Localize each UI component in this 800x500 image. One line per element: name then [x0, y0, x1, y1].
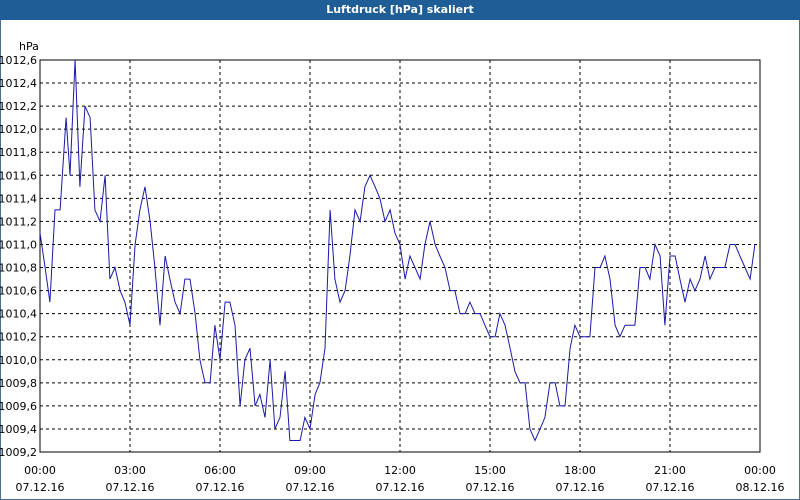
y-tick-label: 1010,0 — [0, 354, 37, 367]
x-tick-time-label: 03:00 — [114, 464, 146, 477]
x-tick-time-label: 09:00 — [294, 464, 326, 477]
y-tick-label: 1011,8 — [0, 146, 37, 159]
x-tick-date-label: 08.12.16 — [736, 481, 785, 494]
x-tick-time-label: 21:00 — [654, 464, 686, 477]
y-tick-label: 1009,8 — [0, 377, 37, 390]
y-tick-label: 1011,2 — [0, 215, 37, 228]
y-tick-label: 1010,8 — [0, 262, 37, 275]
y-tick-label: 1010,2 — [0, 331, 37, 344]
y-tick-label: 1011,4 — [0, 192, 37, 205]
data-series — [39, 59, 756, 442]
y-tick-label: 1009,4 — [0, 423, 37, 436]
y-tick-label: 1011,0 — [0, 238, 37, 251]
x-tick-time-label: 18:00 — [564, 464, 596, 477]
x-tick-time-label: 15:00 — [474, 464, 506, 477]
x-tick-date-label: 07.12.16 — [16, 481, 65, 494]
pressure-series-line — [39, 59, 756, 442]
y-tick-label: 1012,0 — [0, 123, 37, 136]
y-tick-label: 1010,4 — [0, 308, 37, 321]
y-tick-label: 1009,6 — [0, 400, 37, 413]
y-axis-tick-labels: 1012,6 1012,4 1012,2 1012,0 1011,8 1011,6 1011… — [0, 54, 37, 459]
y-tick-label: 1012,2 — [0, 100, 37, 113]
x-tick-date-label: 07.12.16 — [646, 481, 695, 494]
x-tick-time-label: 00:00 — [744, 464, 776, 477]
x-tick-date-label: 07.12.16 — [466, 481, 515, 494]
x-tick-time-label: 00:00 — [24, 464, 56, 477]
y-axis-unit-label: hPa — [19, 40, 39, 53]
x-axis-tick-labels: 00:00 07.12.16 03:00 07.12.16 06:00 07.12.16 0… — [16, 464, 785, 494]
y-tick-label: 1011,6 — [0, 169, 37, 182]
y-tick-label: 1009,2 — [0, 446, 37, 459]
x-tick-time-label: 12:00 — [384, 464, 416, 477]
x-tick-date-label: 07.12.16 — [376, 481, 425, 494]
x-tick-date-label: 07.12.16 — [196, 481, 245, 494]
x-tick-date-label: 07.12.16 — [106, 481, 155, 494]
x-tick-time-label: 06:00 — [204, 464, 236, 477]
grid-lines — [40, 60, 760, 452]
x-tick-date-label: 07.12.16 — [556, 481, 605, 494]
window-title: Luftdruck [hPa] skaliert — [0, 0, 800, 20]
y-tick-label: 1012,6 — [0, 54, 37, 67]
y-tick-label: 1010,6 — [0, 285, 37, 298]
y-tick-label: 1012,4 — [0, 77, 37, 90]
plot-frame — [39, 59, 761, 453]
x-tick-date-label: 07.12.16 — [286, 481, 335, 494]
pressure-line-chart: hPa 1012,6 1012,4 1012,2 1012,0 1011,8 1011,6… — [0, 40, 785, 494]
